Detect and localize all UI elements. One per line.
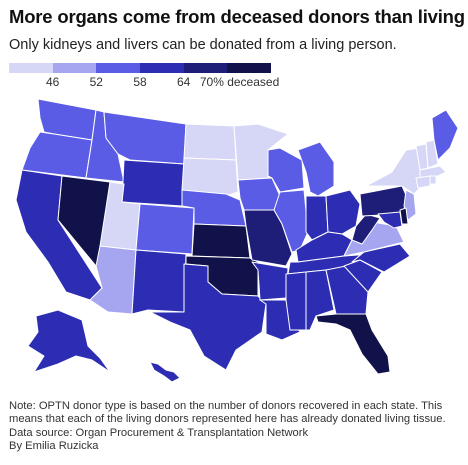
state-rhode-island xyxy=(429,175,437,185)
legend-swatch xyxy=(96,63,141,73)
note-line: Note: OPTN donor type is based on the nu… xyxy=(9,400,443,412)
chart-title: More organs come from deceased donors th… xyxy=(9,6,465,27)
legend-tick-label: 52 xyxy=(89,75,103,89)
state-georgia xyxy=(325,265,369,315)
legend-swatch xyxy=(183,63,228,73)
legend-ticks: 46 52 58 64 70% deceased xyxy=(9,73,279,89)
legend-swatch xyxy=(9,63,53,73)
legend-swatch xyxy=(227,63,272,73)
notes-block: Note: OPTN donor type is based on the nu… xyxy=(9,400,461,454)
state-south-dakota xyxy=(181,157,239,197)
legend-tick-label: 64 xyxy=(176,75,191,89)
state-mississippi xyxy=(285,271,307,331)
state-ohio xyxy=(325,189,361,235)
chart-subtitle: Only kidneys and livers can be donated f… xyxy=(9,37,397,53)
legend-swatches xyxy=(9,63,272,73)
us-choropleth-map xyxy=(15,98,459,383)
state-massachusetts xyxy=(419,165,447,179)
state-texas xyxy=(149,263,267,371)
state-connecticut xyxy=(415,175,431,189)
state-maine xyxy=(431,109,459,161)
state-delaware xyxy=(399,207,409,225)
state-colorado xyxy=(135,203,195,255)
state-wisconsin xyxy=(267,147,305,193)
state-alaska xyxy=(27,309,111,373)
state-maryland xyxy=(377,211,403,229)
state-west-virginia xyxy=(351,213,381,245)
color-legend: 46 52 58 64 70% deceased xyxy=(9,63,279,89)
state-florida xyxy=(315,313,391,375)
data-source: Data source: Organ Procurement & Transpl… xyxy=(9,426,309,439)
state-kansas xyxy=(191,223,251,259)
legend-swatch xyxy=(52,63,97,73)
legend-tick-label: 58 xyxy=(133,75,147,89)
state-michigan xyxy=(297,141,335,197)
state-wyoming xyxy=(121,159,185,207)
state-new-mexico xyxy=(131,249,187,315)
legend-tick-label: 70% deceased xyxy=(199,75,280,89)
byline: By Emilia Ruzicka xyxy=(9,440,99,453)
state-hawaii xyxy=(149,361,181,383)
state-iowa xyxy=(237,177,281,211)
legend-tick-label: 46 xyxy=(45,75,60,89)
legend-swatch xyxy=(140,63,184,73)
state-south-carolina xyxy=(343,259,383,293)
state-arkansas xyxy=(251,261,289,301)
note-line: means that each of the living donors rep… xyxy=(9,413,446,426)
state-north-dakota xyxy=(183,123,237,161)
